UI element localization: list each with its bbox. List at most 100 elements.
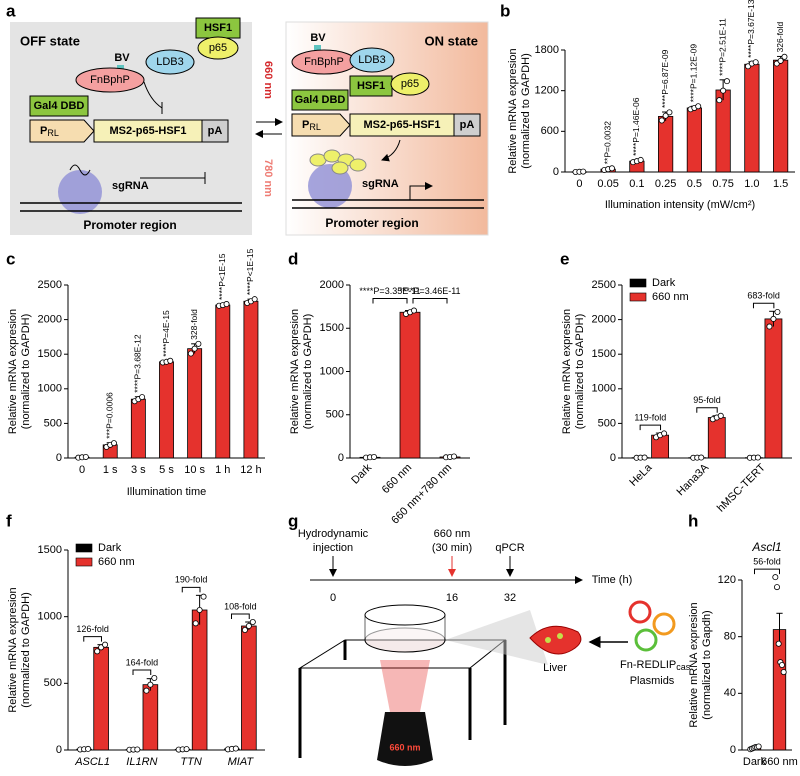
sgrna-label: sgRNA	[362, 178, 399, 190]
y-tick-label: 2000	[320, 279, 344, 291]
y-axis-label: Relative mRNA expresion	[507, 48, 519, 173]
x-tick-label: HeLa	[627, 461, 655, 489]
y-tick-label: 120	[718, 574, 736, 586]
ldb3-label: LDB3	[358, 54, 386, 66]
data-point	[698, 454, 705, 461]
bar	[130, 398, 146, 459]
y-axis-label: Relative mRNA expresion	[289, 309, 301, 434]
bar	[744, 63, 760, 173]
gal4-box	[291, 89, 349, 111]
data-point	[775, 640, 782, 647]
y-axis-label: (normalized to GAPDH)	[574, 314, 586, 430]
organ-label: Liver	[543, 662, 567, 674]
x-tick-label: 0.05	[597, 178, 618, 190]
assay-label: qPCR	[495, 542, 524, 554]
fold-label: 164-fold	[126, 657, 159, 667]
error-bar	[776, 612, 783, 646]
y-tick-label: 1500	[592, 348, 616, 360]
data-point	[147, 681, 154, 688]
pa-label: pA	[460, 119, 475, 131]
data-point	[450, 453, 457, 460]
data-point	[110, 440, 117, 447]
y-tick-label: 0	[730, 744, 736, 756]
data-point	[249, 619, 256, 626]
y-axis-label: (normalized to GAPDH)	[520, 53, 532, 169]
sgrna-loop	[69, 164, 91, 176]
x-tick-label: 1.5	[773, 178, 788, 190]
bar	[764, 318, 783, 459]
y-tick-label: 0	[56, 744, 62, 756]
liver-dot	[557, 633, 563, 639]
bar	[93, 646, 109, 751]
data-point	[637, 156, 644, 163]
x-tick-label: ASCL1	[74, 756, 110, 768]
y-tick-label: 2500	[38, 279, 62, 291]
transcription-arrow	[409, 182, 433, 200]
y-axis-label: (normalized to Gapdh)	[701, 610, 713, 719]
plasmid-name-main: Fn-REDLIP	[620, 659, 676, 671]
data-point	[191, 345, 198, 352]
p-value-label: **P=0.0032	[602, 121, 612, 165]
panel-label: f	[6, 511, 12, 530]
liver	[529, 625, 582, 655]
y-tick-label: 500	[598, 417, 616, 429]
p65-label: p65	[401, 78, 419, 90]
x-tick-label: Hana3A	[675, 461, 712, 498]
data-point	[766, 323, 773, 330]
chart-title: Ascl1	[751, 540, 781, 554]
timeline-tick: 0	[330, 592, 336, 604]
plasmid	[652, 612, 676, 636]
bar	[658, 116, 674, 173]
reverse-light: 780 nm	[262, 159, 274, 197]
plasmid-name: Fn-REDLIPcas	[620, 659, 691, 672]
fold-label: 190-fold	[175, 575, 208, 585]
x-tick-label: 1.0	[744, 178, 759, 190]
y-tick-label: 1500	[38, 544, 62, 556]
x-tick-label: 660 nm	[761, 756, 798, 768]
hsf1-label: HSF1	[357, 80, 385, 92]
data-point	[666, 109, 673, 116]
fold-label: 108-fold	[224, 601, 257, 611]
panel-label: d	[288, 249, 298, 268]
panel-label: g	[288, 511, 298, 530]
y-tick-label: 1000	[592, 383, 616, 395]
data-point	[723, 78, 730, 85]
y-axis-label: Relative mRNA expresion	[7, 587, 19, 712]
data-point	[695, 103, 702, 110]
on-state-panel: ON state BV FnBphP LDB3 HSF1 p65 Gal4 DB…	[285, 21, 489, 236]
data-point	[151, 675, 158, 682]
bar	[773, 59, 789, 173]
fold-bracket	[231, 613, 250, 619]
workflow-diagram: Hydrodynamic injection 660 nm (30 min) q…	[298, 528, 691, 766]
data-point	[102, 641, 109, 648]
light-beam	[380, 660, 430, 712]
promoter-sub: RL	[47, 128, 59, 138]
fold-bracket	[83, 636, 102, 642]
data-point	[754, 454, 761, 461]
y-axis-label: (normalized to GAPDH)	[20, 314, 32, 430]
legend-label: Dark	[652, 277, 676, 289]
y-tick-label: 1500	[38, 348, 62, 360]
ldb3-shape	[145, 49, 195, 75]
ldb3-label: LDB3	[156, 56, 184, 68]
fold-label: 126-fold	[76, 624, 109, 634]
panel-label: h	[688, 511, 698, 530]
x-tick-label: 0.25	[655, 178, 676, 190]
p-value-label: ****P=2.51E-11	[717, 18, 727, 76]
y-tick-label: 1500	[320, 322, 344, 334]
timeline-tick: 32	[504, 592, 516, 604]
state-title: OFF state	[20, 33, 80, 48]
timeline-tick: 16	[446, 592, 458, 604]
y-tick-label: 500	[326, 409, 344, 421]
x-tick-label: IL1RN	[126, 756, 157, 768]
data-point	[774, 584, 781, 591]
bar	[772, 629, 787, 751]
comparison-label: ****P=3.35E-11	[359, 286, 420, 296]
promoter-p: P	[40, 125, 47, 137]
comparison-bracket	[412, 298, 448, 304]
p-value-label: ***P=0.0006	[104, 392, 114, 439]
p-value-label: ****P=1.12E-09	[689, 44, 699, 103]
data-point	[192, 620, 199, 627]
bar	[187, 348, 203, 459]
p-value-label: ****P<1E-15	[245, 248, 255, 295]
